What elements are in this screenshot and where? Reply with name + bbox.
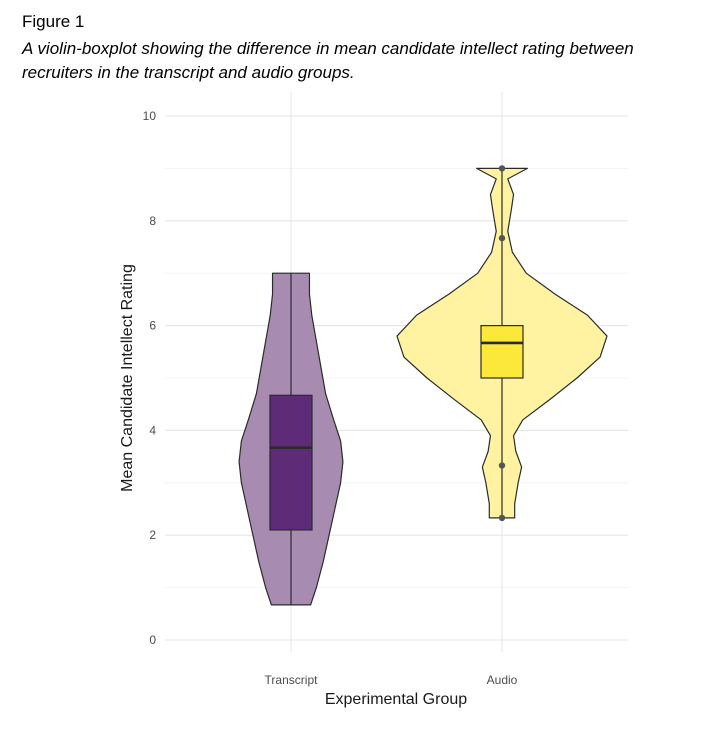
- x-tick-label: Transcript: [265, 673, 319, 687]
- y-tick-label: 2: [149, 528, 156, 542]
- y-tick-label: 6: [149, 319, 156, 333]
- x-tick-labels: Transcript Audio: [265, 673, 518, 687]
- box-transcript: [269, 394, 313, 531]
- y-tick-labels: 0 2 4 6 8 10: [143, 109, 157, 647]
- data-point: [498, 234, 506, 242]
- y-tick-label: 0: [149, 633, 156, 647]
- data-points: [498, 165, 506, 522]
- y-tick-label: 10: [143, 109, 157, 123]
- figure-label: Figure 1: [22, 12, 85, 31]
- x-tick-label: Audio: [487, 673, 518, 687]
- y-tick-label: 4: [149, 423, 156, 437]
- box-audio: [480, 325, 524, 379]
- x-axis-title: Experimental Group: [325, 691, 467, 708]
- boxplots: [269, 168, 524, 605]
- data-point: [498, 514, 506, 522]
- data-point: [498, 462, 506, 469]
- y-tick-label: 8: [149, 214, 156, 228]
- y-axis-title: Mean Candidate Intellect Rating: [119, 264, 136, 492]
- figure-caption: A violin-boxplot showing the difference …: [22, 39, 634, 82]
- data-point: [498, 165, 506, 172]
- violins: [238, 167, 608, 606]
